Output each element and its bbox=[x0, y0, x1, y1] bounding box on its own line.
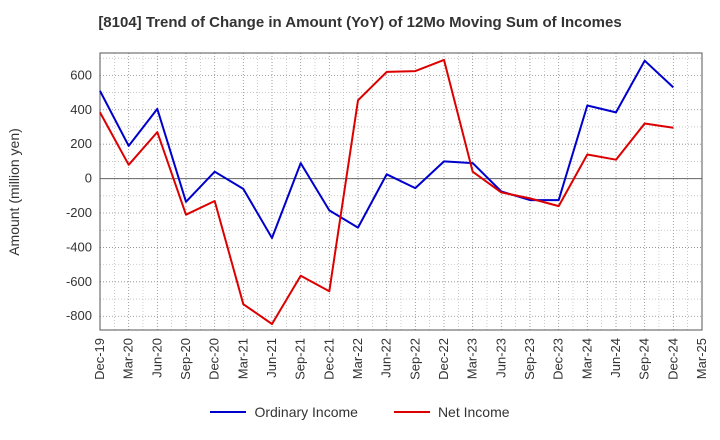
x-tick-label: Jun-22 bbox=[379, 338, 394, 378]
x-tick-label: Dec-19 bbox=[92, 338, 107, 380]
x-tick-label: Dec-24 bbox=[665, 338, 680, 380]
legend-swatch-net-income bbox=[393, 411, 430, 413]
legend: Ordinary Income Net Income bbox=[0, 404, 720, 420]
x-tick-label: Mar-20 bbox=[121, 338, 136, 379]
y-tick-label: 400 bbox=[70, 102, 92, 117]
legend-swatch-ordinary-income bbox=[210, 411, 247, 413]
y-tick-label: -200 bbox=[66, 205, 92, 220]
y-tick-label: 200 bbox=[70, 136, 92, 151]
x-tick-label: Dec-21 bbox=[321, 338, 336, 380]
x-tick-label: Mar-23 bbox=[465, 338, 480, 379]
x-tick-label: Sep-21 bbox=[293, 338, 308, 380]
x-tick-label: Dec-20 bbox=[207, 338, 222, 380]
x-tick-label: Dec-22 bbox=[436, 338, 451, 380]
legend-label-net-income: Net Income bbox=[437, 404, 510, 420]
x-tick-label: Jun-21 bbox=[264, 338, 279, 378]
x-tick-label: Sep-24 bbox=[637, 338, 652, 380]
x-tick-label: Jun-24 bbox=[608, 338, 623, 378]
plot-frame bbox=[99, 52, 703, 331]
y-tick-label: -400 bbox=[66, 239, 92, 254]
legend-label-ordinary-income: Ordinary Income bbox=[254, 404, 358, 420]
chart-title: [8104] Trend of Change in Amount (YoY) o… bbox=[98, 14, 622, 31]
x-tick-label: Sep-22 bbox=[407, 338, 422, 380]
y-tick-label: -600 bbox=[66, 274, 92, 289]
legend-item-net-income: Net Income bbox=[393, 404, 510, 420]
x-tick-label: Mar-25 bbox=[694, 338, 709, 379]
series-line-net-income bbox=[99, 58, 674, 325]
y-tick-label: 0 bbox=[85, 171, 92, 186]
x-tick-label: Jun-23 bbox=[493, 338, 508, 378]
x-tick-label: Mar-21 bbox=[235, 338, 250, 379]
x-tick-label: Sep-20 bbox=[178, 338, 193, 380]
x-tick-label: Sep-23 bbox=[522, 338, 537, 380]
series-line-ordinary-income bbox=[99, 59, 674, 239]
y-tick-label: 600 bbox=[70, 67, 92, 82]
x-tick-label: Jun-20 bbox=[149, 338, 164, 378]
y-tick-label: -800 bbox=[66, 308, 92, 323]
x-tick-label: Mar-22 bbox=[350, 338, 365, 379]
x-tick-label: Mar-24 bbox=[579, 338, 594, 379]
legend-item-ordinary-income: Ordinary Income bbox=[210, 404, 358, 420]
x-tick-label: Dec-23 bbox=[551, 338, 566, 380]
